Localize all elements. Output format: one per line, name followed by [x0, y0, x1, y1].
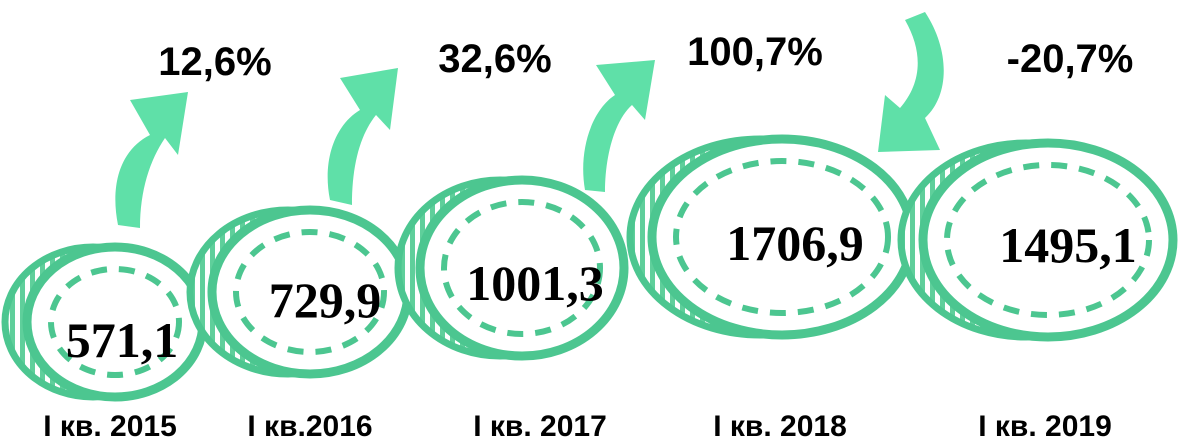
change-label: 12,6% — [158, 40, 271, 84]
period-label: I кв. 2017 — [473, 410, 607, 443]
arrow-up — [328, 68, 398, 205]
coin-value: 1495,1 — [999, 217, 1137, 273]
coin: 729,9 — [190, 210, 408, 374]
arrow-up — [583, 60, 655, 192]
period-label: I кв. 2019 — [978, 410, 1112, 443]
change-label: 32,6% — [438, 37, 551, 81]
period-label: I кв. 2015 — [43, 410, 177, 443]
period-label: I кв. 2018 — [713, 410, 847, 443]
arrow-down — [878, 12, 944, 152]
coin: 1706,9 — [630, 139, 912, 335]
coin: 1495,1 — [901, 143, 1173, 337]
change-label: 100,7% — [687, 30, 823, 74]
period-label: I кв.2016 — [247, 410, 372, 443]
coin-value: 571,1 — [66, 312, 179, 368]
coin-value: 1001,3 — [466, 255, 604, 311]
coin: 571,1 — [5, 247, 203, 397]
infographic: 571,1 729,9 1001,3 1706,9 1495,1 I кв. 2015 I… — [0, 0, 1183, 446]
coin-value: 729,9 — [269, 272, 382, 328]
coin: 1001,3 — [398, 180, 624, 356]
coin-value: 1706,9 — [726, 215, 864, 271]
arrow-up — [115, 92, 188, 228]
change-label: -20,7% — [1007, 37, 1134, 81]
